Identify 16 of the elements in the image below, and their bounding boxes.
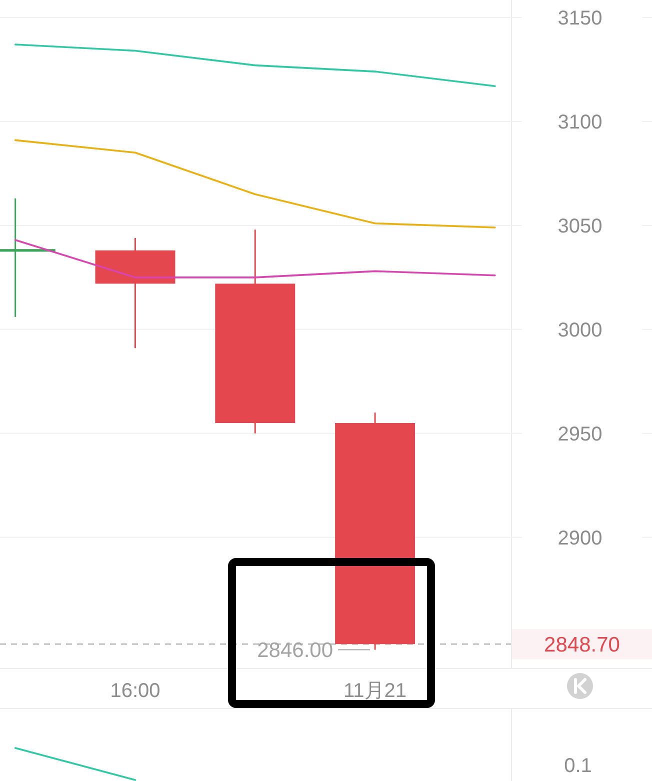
y-tick-label: 3100 [558,111,602,134]
line-series [14,44,496,87]
annotation: 2846.00 [257,639,370,662]
y-tick-label: 3000 [558,319,602,342]
x-tick-label: 16:00 [110,680,160,702]
ref-line-label: 2848.70 [512,629,652,660]
y-tick-label: 3050 [558,215,602,238]
ref-line-label: 2848.70 [544,634,620,657]
x-tick-label: 11月21 [344,680,407,702]
y-tick-label: 2950 [558,423,602,446]
line-series [14,239,496,278]
y-tick-label: 2900 [558,527,602,550]
y-tick-label: 3150 [558,7,602,30]
annotation: 2846.00 [257,639,334,662]
text: 0.1 [564,755,592,777]
line-series [14,139,496,228]
